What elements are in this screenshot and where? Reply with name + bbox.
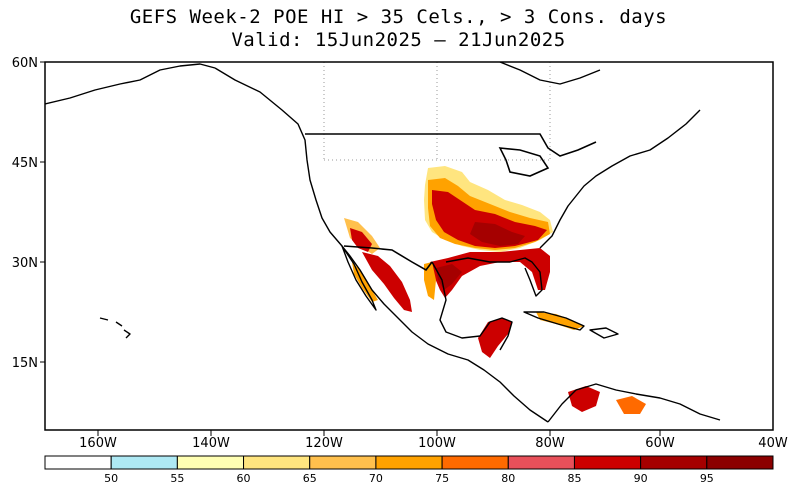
shade-baja bbox=[352, 262, 378, 302]
atlantic-coast bbox=[539, 109, 701, 249]
colorbar-label: 75 bbox=[435, 472, 449, 485]
colorbar-label: 80 bbox=[501, 472, 515, 485]
alaska-coast bbox=[45, 63, 216, 105]
lat-axis: 60N 45N 30N 15N bbox=[12, 56, 45, 371]
us-canada-border bbox=[305, 133, 597, 157]
colorbar-swatch bbox=[110, 455, 178, 470]
colorbar-label: 50 bbox=[104, 472, 118, 485]
colorbar-label: 70 bbox=[369, 472, 383, 485]
lat-label-30n: 30N bbox=[12, 256, 38, 271]
colorbar-label: 60 bbox=[237, 472, 251, 485]
map-title-line1: GEFS Week-2 POE HI > 35 Cels., > 3 Cons.… bbox=[129, 6, 668, 28]
shade-gulf-coast bbox=[430, 248, 550, 298]
colorbar-label: 65 bbox=[303, 472, 317, 485]
colorbar-swatch bbox=[507, 455, 575, 470]
gulf-coast bbox=[431, 261, 513, 351]
hispaniola bbox=[589, 327, 619, 339]
hudson-bay bbox=[499, 62, 601, 85]
lon-label-120w: 120W bbox=[305, 436, 343, 451]
shading-layer bbox=[344, 166, 646, 414]
lon-label-40w: 40W bbox=[758, 436, 788, 451]
shade-plains-red bbox=[432, 190, 547, 248]
colorbar-swatch bbox=[44, 455, 112, 470]
colorbar-label: 55 bbox=[170, 472, 184, 485]
shade-southwest bbox=[350, 228, 372, 252]
colorbar-swatch bbox=[573, 455, 642, 470]
cuba bbox=[523, 311, 585, 331]
hawaii bbox=[99, 317, 131, 339]
lon-label-140w: 140W bbox=[192, 436, 230, 451]
shade-venezuela bbox=[568, 386, 600, 412]
shade-plains-dark bbox=[470, 222, 525, 246]
shade-sonora bbox=[362, 252, 412, 312]
shade-orinoco bbox=[616, 396, 646, 414]
shade-cuba bbox=[536, 312, 584, 330]
baja-peninsula bbox=[341, 245, 377, 311]
colorbar: 50 55 60 65 70 75 80 85 90 95 bbox=[44, 455, 774, 485]
lon-axis: 160W 140W 120W 100W 80W 60W 40W bbox=[79, 430, 788, 451]
lat-label-45n: 45N bbox=[12, 156, 38, 171]
colorbar-swatch bbox=[640, 455, 708, 470]
colorbar-label: 90 bbox=[634, 472, 648, 485]
us-mexico-border bbox=[343, 245, 433, 272]
lat-label-60n: 60N bbox=[12, 56, 38, 71]
coastlines bbox=[45, 62, 721, 423]
colorbar-swatch bbox=[375, 455, 443, 470]
borders bbox=[305, 133, 597, 272]
map-title-line2: Valid: 15Jun2025 – 21Jun2025 bbox=[231, 29, 566, 51]
gulf-north-coast bbox=[445, 257, 543, 297]
colorbar-swatch bbox=[243, 455, 311, 470]
map-frame bbox=[44, 61, 774, 431]
pacific-coast bbox=[214, 67, 549, 423]
graticule bbox=[323, 62, 551, 161]
great-lakes bbox=[498, 147, 550, 177]
colorbar-swatch bbox=[176, 455, 245, 470]
south-america-coast bbox=[547, 383, 721, 423]
lon-label-100w: 100W bbox=[418, 436, 456, 451]
colorbar-swatch bbox=[309, 455, 377, 470]
shade-mexico-plateau bbox=[424, 262, 436, 300]
colorbar-swatch bbox=[441, 455, 509, 470]
colorbar-swatch bbox=[706, 455, 774, 470]
colorbar-label: 95 bbox=[700, 472, 714, 485]
lon-label-80w: 80W bbox=[535, 436, 565, 451]
lon-label-160w: 160W bbox=[79, 436, 117, 451]
lat-label-15n: 15N bbox=[12, 356, 38, 371]
colorbar-label: 85 bbox=[567, 472, 581, 485]
lon-label-60w: 60W bbox=[645, 436, 675, 451]
